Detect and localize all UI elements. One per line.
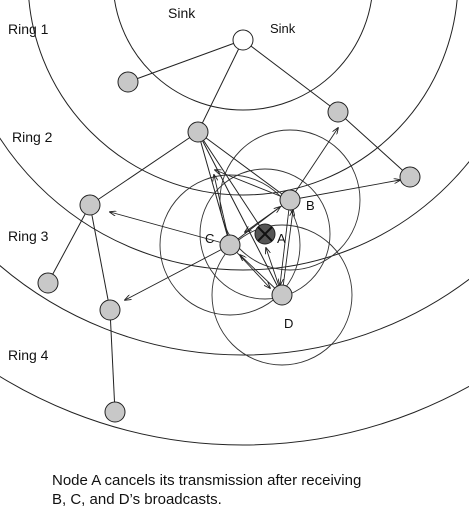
broadcast-ranges: [159, 129, 361, 366]
sink-title: Sink: [168, 5, 196, 21]
node: [79, 194, 101, 216]
node: [399, 166, 421, 188]
ring-label: Ring 4: [8, 347, 49, 363]
node-c: [219, 234, 241, 256]
node-label: B: [306, 198, 315, 213]
node: [99, 299, 121, 321]
node: [117, 71, 139, 93]
node-label: C: [205, 231, 214, 246]
node: [104, 401, 126, 423]
node-label: A: [277, 231, 286, 246]
ring-label: Ring 1: [8, 21, 49, 37]
ring-label: Ring 3: [8, 228, 49, 244]
links: [47, 39, 411, 413]
cancel-mark: [257, 226, 273, 242]
ring-label: Ring 2: [12, 129, 53, 145]
node-label: D: [284, 316, 293, 331]
nodes: [37, 29, 421, 423]
node-b: [279, 189, 301, 211]
broadcast-arrows: [110, 128, 400, 300]
sink-node: [232, 29, 254, 51]
node: [187, 121, 209, 143]
node: [327, 101, 349, 123]
node: [37, 272, 59, 294]
caption-line: Node A cancels its transmission after re…: [52, 472, 361, 489]
node-d: [271, 284, 293, 306]
rings: [0, 0, 469, 446]
caption-line: B, C, and D’s broadcasts.: [52, 491, 222, 508]
sink-label: Sink: [270, 21, 296, 36]
